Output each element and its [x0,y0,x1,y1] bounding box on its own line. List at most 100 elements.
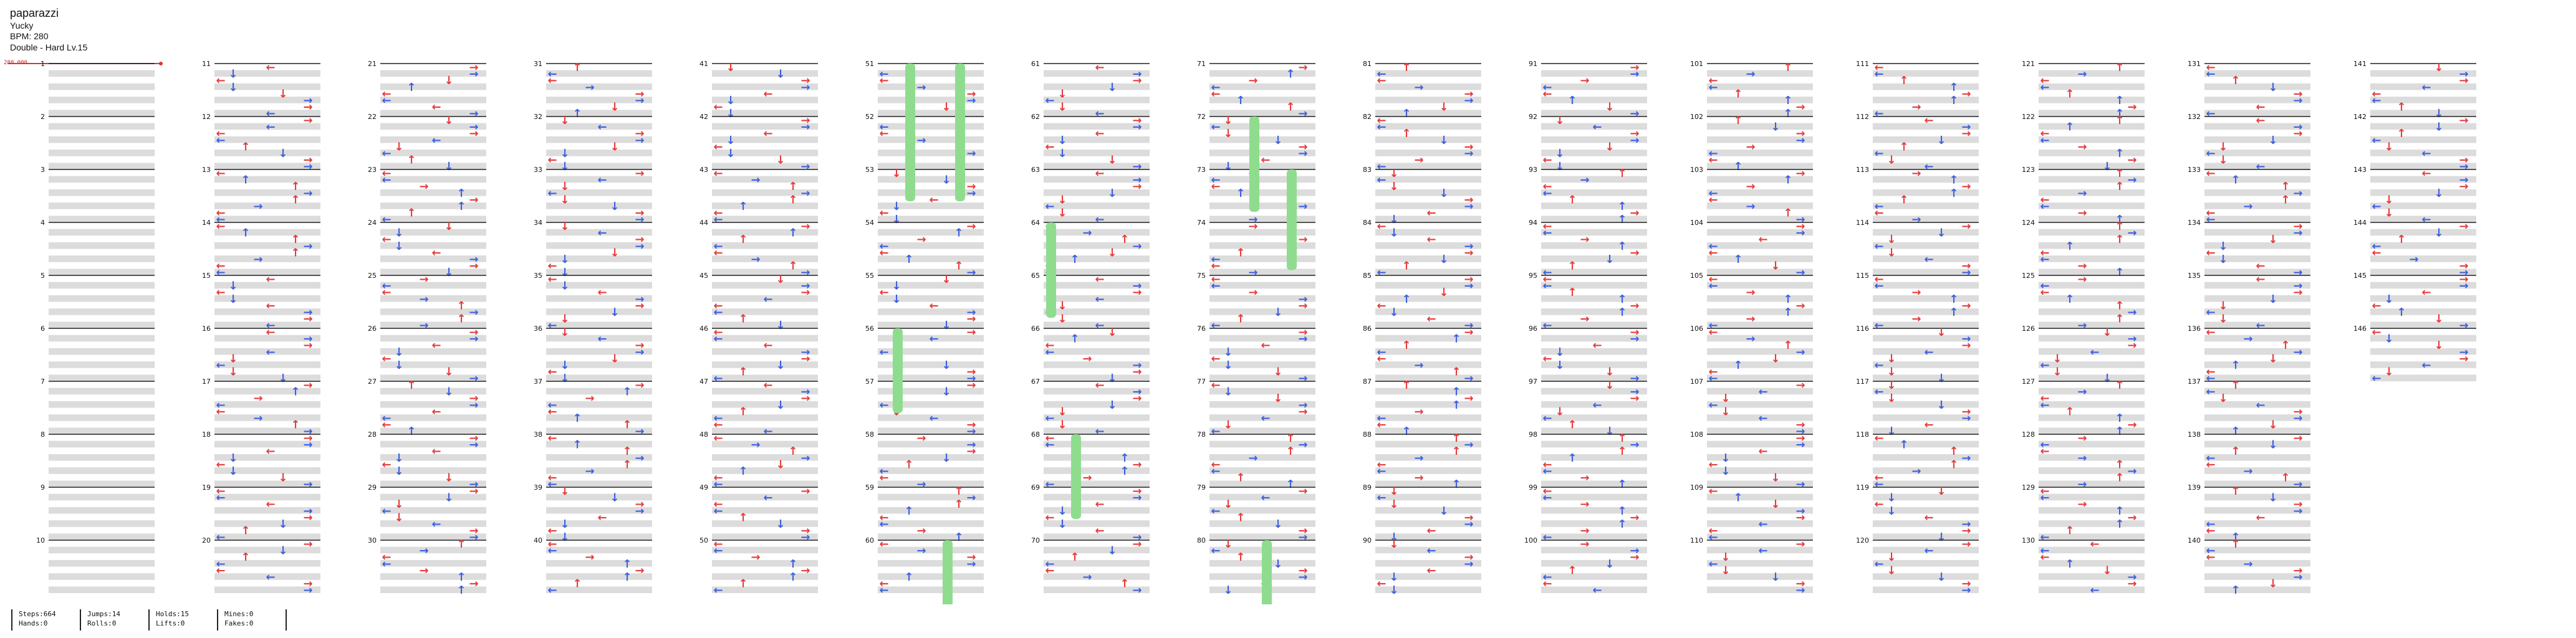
beat-stripe [1873,533,1979,540]
step-arrow: ↓ [444,220,453,233]
step-arrow: ↓ [1223,359,1233,372]
beat-stripe [49,440,155,448]
step-arrow: ↓ [1886,366,1896,379]
beat-stripe [49,546,155,554]
step-arrow: ← [1377,74,1386,87]
step-arrow: ← [1708,81,1718,94]
beat-stripe [2039,493,2145,501]
step-arrow: ↓ [1886,392,1896,405]
step-arrow: ↑ [954,498,963,511]
beat-stripe [2039,335,2145,342]
step-arrow: → [1298,531,1307,544]
beat-stripe [712,480,818,487]
beat-stripe [1044,440,1150,448]
step-arrow: ↓ [1273,134,1282,147]
measure-number: 141 [2353,60,2367,68]
step-arrow: ← [2040,81,2049,94]
step-arrow: ↑ [1949,94,1958,107]
step-arrow: ↓ [2268,578,2277,591]
beat-stripe [2370,202,2476,209]
step-arrow: ← [1542,273,1552,286]
step-arrow: → [2293,346,2302,359]
step-arrow: → [1464,140,1473,153]
beat-stripe [380,348,486,355]
step-arrow: ↑ [1899,193,1908,206]
beat-stripe [380,321,486,328]
step-arrow: ← [216,260,225,273]
step-arrow: ← [1211,174,1220,187]
measure-number: 30 [368,536,377,545]
step-arrow: ↑ [291,193,300,206]
step-arrow: → [585,81,594,94]
beat-stripe [1375,242,1481,249]
beat-stripe [214,454,320,461]
step-arrow: → [1132,114,1141,127]
step-arrow: ← [1211,280,1220,293]
beat-stripe [49,229,155,236]
step-arrow: ← [547,273,557,286]
step-arrow: → [1132,359,1141,372]
step-arrow: → [2077,319,2087,332]
beat-stripe [380,401,486,408]
step-arrow: ↑ [2115,458,2124,471]
beat-stripe [1707,202,1813,209]
step-arrow: ↑ [2065,558,2074,571]
step-arrow: → [966,419,976,432]
step-arrow: ← [713,505,723,518]
step-arrow: → [419,545,428,558]
step-arrow: ↓ [560,220,569,233]
beat-stripe [1375,110,1481,117]
step-arrow: ← [1542,458,1552,471]
beat-stripe [1044,586,1150,593]
step-arrow: → [966,94,976,107]
beat-stripe [546,361,652,368]
step-arrow: ↑ [738,313,747,326]
step-arrow: ← [547,525,557,538]
beat-stripe [1375,216,1481,222]
step-arrow: ← [1758,412,1767,425]
step-arrow: → [1911,167,1921,180]
step-arrow: ↓ [1223,386,1233,399]
beat-stripe [1707,348,1813,355]
stat-rolls: Rolls:0 [87,619,117,627]
beat-stripe [1541,189,1647,196]
step-arrow: ↓ [228,352,238,365]
step-arrow: → [1795,578,1805,591]
step-arrow: ↑ [1236,187,1245,200]
step-arrow: → [1630,511,1639,524]
step-arrow: ↓ [1057,518,1067,531]
measure-number: 68 [1031,431,1040,439]
step-arrow: ↑ [2231,74,2240,87]
step-arrow: → [419,319,428,332]
beat-stripe [1707,321,1813,328]
stat-lifts: Lifts:0 [156,619,185,627]
step-arrow: ← [2206,107,2215,120]
beat-stripe [1873,110,1979,117]
beat-stripe [1044,520,1150,527]
step-arrow: → [2127,101,2136,114]
measure-number: 59 [865,483,874,492]
step-arrow: → [966,306,976,319]
beat-stripe [1209,189,1315,196]
step-arrow: ↑ [572,412,582,425]
step-arrow: ↓ [1936,326,1946,339]
step-arrow: ↑ [2115,505,2124,518]
beat-stripe [878,242,984,249]
step-arrow: ← [1095,293,1104,306]
step-arrow: → [1298,107,1307,120]
measure-number: 14 [202,219,211,227]
beat-stripe [1375,269,1481,275]
beat-stripe [1873,546,1979,554]
step-arrow: ← [1095,319,1104,332]
beat-stripe [2039,401,2145,408]
step-arrow: ← [2206,167,2215,180]
step-arrow: ↑ [622,419,632,432]
step-arrow: → [2459,220,2468,233]
beat-stripe [1873,427,1979,434]
beat-stripe [878,348,984,355]
beat-stripe [1541,269,1647,275]
step-arrow: ↓ [1389,498,1398,511]
step-arrow: → [585,465,594,478]
beat-stripe [1209,374,1315,381]
measure-number: 97 [1529,378,1537,386]
